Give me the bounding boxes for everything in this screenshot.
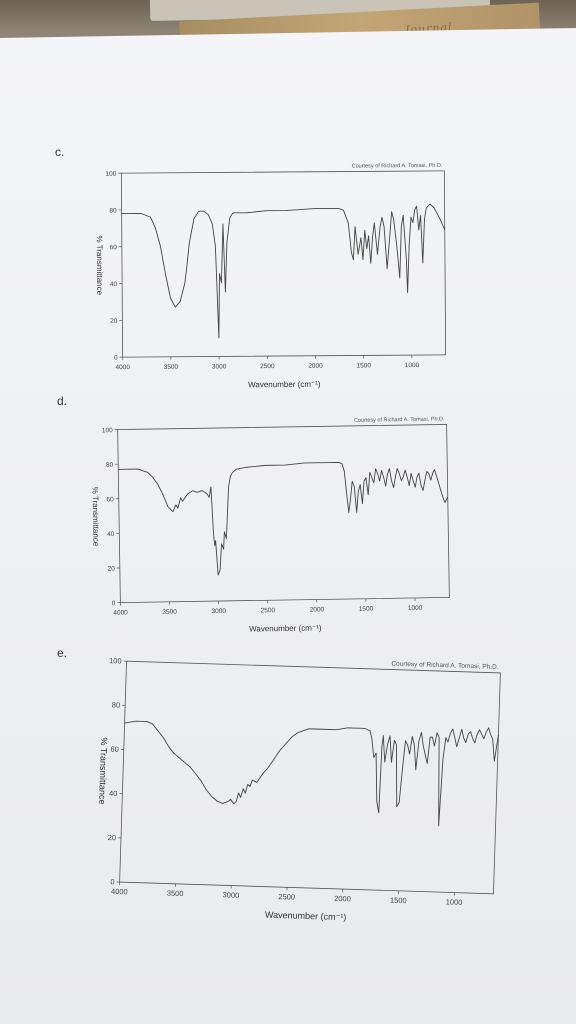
ir-spectrum-chart-1: 0 20 40 60 80 100 4000 3500 3000 2500 2000 1500 1000… xyxy=(91,416,450,634)
x-tick-label: 2500 xyxy=(260,363,275,370)
x-tick-label: 2000 xyxy=(308,363,323,370)
y-axis-label: % Transmittance xyxy=(95,235,104,295)
plot-frame xyxy=(119,660,501,895)
y-tick-label: 60 xyxy=(106,496,114,503)
plot-frame xyxy=(120,170,447,358)
x-tick-label: 3500 xyxy=(167,889,184,899)
y-axis-label: % Transmittance xyxy=(97,737,109,804)
panel-label: d. xyxy=(57,394,67,408)
x-tick-label: 4000 xyxy=(113,609,128,616)
x-axis-label: Wavenumber (cm⁻¹) xyxy=(248,380,321,390)
y-tick-label: 80 xyxy=(112,700,121,709)
spectrum-line xyxy=(121,203,446,339)
courtesy-credit: Courtesy of Richard A. Tomasi, Ph.D. xyxy=(352,163,443,170)
y-tick-label: 100 xyxy=(102,427,113,434)
courtesy-credit: Courtesy of Richard A. Tomasi, Ph.D. xyxy=(391,661,499,671)
x-tick-label: 1000 xyxy=(405,362,420,369)
plot-frame xyxy=(117,424,450,603)
x-tick-label: 1000 xyxy=(408,605,423,612)
y-tick-label: 100 xyxy=(105,171,116,178)
y-tick-label: 60 xyxy=(110,745,119,754)
y-tick-label: 80 xyxy=(106,462,114,469)
x-tick-label: 1000 xyxy=(446,897,463,907)
spectrum-line xyxy=(118,461,449,576)
y-tick-label: 40 xyxy=(110,281,118,288)
y-tick-label: 0 xyxy=(110,877,114,886)
y-axis-label: % Transmittance xyxy=(91,487,101,547)
y-tick-label: 20 xyxy=(108,833,117,842)
y-tick-label: 0 xyxy=(114,355,118,362)
x-axis-label: Wavenumber (cm⁻¹) xyxy=(265,910,347,923)
x-tick-label: 3500 xyxy=(164,364,179,371)
x-tick-label: 1500 xyxy=(390,896,407,906)
x-tick-label: 3500 xyxy=(162,609,177,616)
x-axis-label: Wavenumber (cm⁻¹) xyxy=(249,623,322,633)
x-tick-label: 3000 xyxy=(222,890,239,900)
x-tick-label: 2000 xyxy=(310,606,325,613)
x-tick-label: 4000 xyxy=(111,887,128,897)
x-tick-label: 3000 xyxy=(212,363,227,370)
x-tick-label: 2500 xyxy=(261,607,276,614)
y-tick-label: 40 xyxy=(109,789,118,798)
x-tick-label: 1500 xyxy=(359,606,374,613)
y-tick-label: 80 xyxy=(109,207,117,214)
spectrum-line xyxy=(124,720,499,827)
ir-spectrum-chart-2: 0 20 40 60 80 100 4000 3500 3000 2500 2000 1500 1000… xyxy=(97,656,501,923)
x-tick-label: 4000 xyxy=(115,364,130,371)
courtesy-credit: Courtesy of Richard A. Tomasi, Ph.D. xyxy=(354,416,445,423)
x-tick-label: 2000 xyxy=(334,894,351,904)
x-tick-label: 1500 xyxy=(356,362,371,369)
y-tick-label: 0 xyxy=(112,600,116,607)
x-tick-label: 3000 xyxy=(211,608,226,615)
y-tick-label: 20 xyxy=(108,566,116,573)
y-tick-label: 60 xyxy=(110,244,118,251)
y-tick-label: 100 xyxy=(109,656,122,665)
y-tick-label: 40 xyxy=(107,531,115,538)
y-tick-label: 20 xyxy=(110,318,118,325)
x-tick-label: 2500 xyxy=(278,892,295,902)
panel-label: e. xyxy=(57,646,67,660)
ir-spectrum-chart-0: 0 20 40 60 80 100 4000 3500 3000 2500 2000 1500 1000… xyxy=(95,163,447,390)
paper-sheet xyxy=(0,28,576,1024)
panel-label: c. xyxy=(55,145,64,159)
